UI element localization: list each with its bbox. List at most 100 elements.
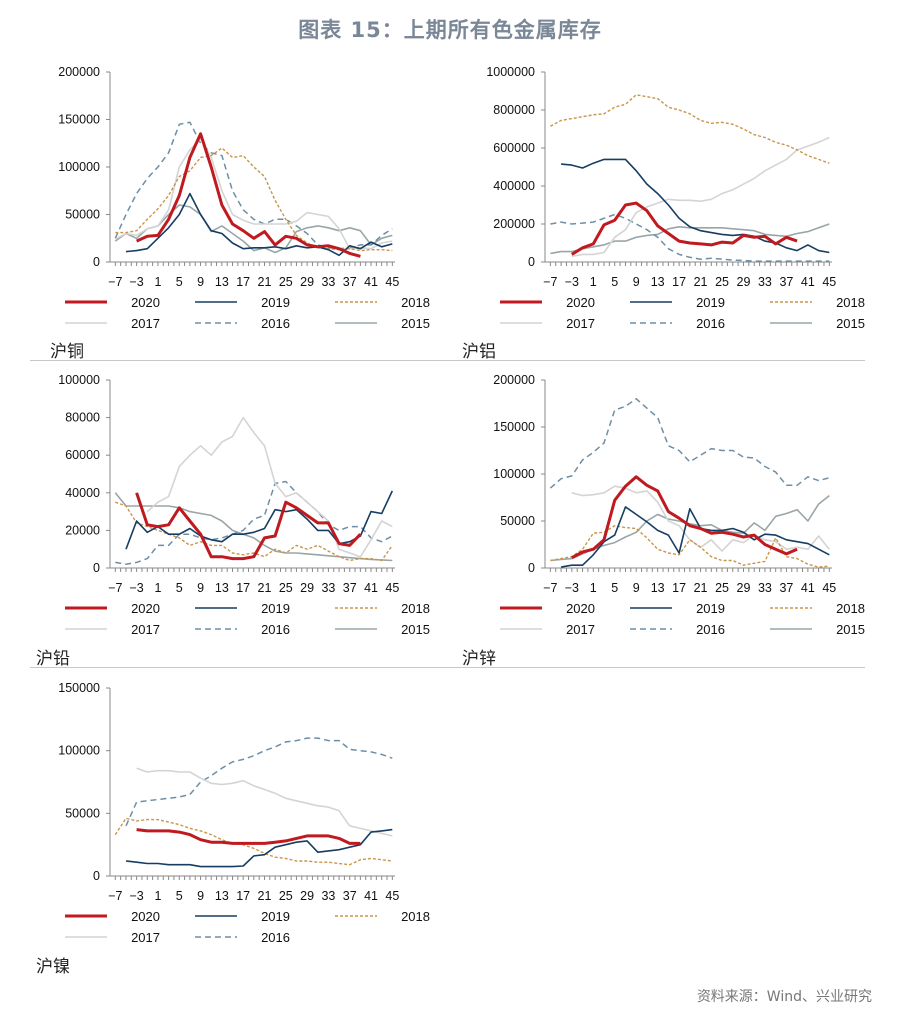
x-tick-label: 13	[215, 889, 229, 903]
legend-label-2016: 2016	[261, 930, 290, 945]
x-tick-label: 9	[633, 581, 640, 595]
x-tick-label: 21	[694, 581, 708, 595]
series-line-2018	[550, 94, 830, 164]
x-tick-label: 5	[176, 581, 183, 595]
series-line-2019	[561, 158, 830, 254]
x-tick-label: 37	[779, 275, 793, 289]
x-tick-label: 33	[758, 275, 772, 289]
separator-1	[30, 360, 865, 361]
series-line-2020	[136, 828, 361, 845]
series-line-2016	[549, 398, 830, 489]
x-tick-label: −7	[108, 581, 122, 595]
legend-label-2015: 2015	[401, 622, 430, 637]
series-line-2016	[125, 737, 393, 827]
legend-label-2016: 2016	[261, 316, 290, 331]
series-line-2020	[135, 492, 362, 561]
series-line-2017	[114, 137, 393, 250]
legend-label-2020: 2020	[566, 295, 595, 310]
x-tick-label: −7	[108, 275, 122, 289]
x-tick-label: 45	[385, 581, 399, 595]
legend-label-2018: 2018	[401, 909, 430, 924]
x-tick-label: 17	[672, 275, 686, 289]
y-tick-label: 0	[93, 255, 100, 269]
chart-lead: 0 20000 40000 60000 80000 100000 −7 −3 1 5 9 13 17 21…	[0, 368, 440, 668]
y-tick-label: 100000	[58, 373, 100, 387]
x-tick-label: 41	[364, 581, 378, 595]
caption-copper: 沪铜	[50, 342, 84, 362]
x-tick-label: 37	[343, 889, 357, 903]
series-line-2015	[550, 223, 830, 255]
x-tick-label: 17	[672, 581, 686, 595]
legend-label-2019: 2019	[261, 909, 290, 924]
x-tick-label: 1	[590, 275, 597, 289]
x-tick-label: 45	[822, 581, 836, 595]
x-tick-label: 21	[258, 581, 272, 595]
legend-label-2020: 2020	[131, 909, 160, 924]
x-tick-label: 45	[385, 889, 399, 903]
y-tick-label: 0	[93, 869, 100, 883]
y-tick-label: 60000	[65, 448, 100, 462]
x-tick-label: 37	[343, 581, 357, 595]
chart-nickel-svg: 0 50000 100000 150000 −7 −3 1 5 9 13 17 21 25 29 33 37 4…	[58, 681, 430, 945]
series-line-2017	[571, 136, 830, 258]
series-line-2018	[115, 501, 393, 562]
y-tick-label: 150000	[58, 681, 100, 695]
y-tick-label: 1000000	[486, 65, 535, 79]
y-tick-label: 200000	[493, 217, 535, 231]
y-tick-label: 0	[528, 561, 535, 575]
x-tick-label: 21	[258, 275, 272, 289]
x-tick-label: 37	[779, 581, 793, 595]
y-tick-label: 200000	[58, 65, 100, 79]
x-tick-label: 1	[154, 581, 161, 595]
x-tick-label: 5	[176, 889, 183, 903]
x-tick-label: 41	[801, 275, 815, 289]
legend-label-2020: 2020	[131, 295, 160, 310]
x-tick-label: 21	[258, 889, 272, 903]
legend-label-2017: 2017	[566, 622, 595, 637]
x-tick-label: 33	[758, 581, 772, 595]
x-tick-label: 17	[236, 889, 250, 903]
x-tick-label: 41	[364, 275, 378, 289]
x-tick-label: 5	[611, 581, 618, 595]
legend-label-2018: 2018	[401, 295, 430, 310]
legend-label-2020: 2020	[131, 601, 160, 616]
x-tick-label: 25	[279, 889, 293, 903]
series-line-2018	[115, 147, 393, 252]
legend-label-2016: 2016	[696, 316, 725, 331]
x-tick-label: 13	[215, 581, 229, 595]
series-line-2020	[135, 132, 361, 258]
x-tick-label: 5	[611, 275, 618, 289]
chart-lead-svg: 0 20000 40000 60000 80000 100000 −7 −3 1 5 9 13 17 21…	[58, 373, 430, 637]
series-line-2017	[146, 416, 393, 558]
caption-aluminum: 沪铝	[462, 342, 496, 362]
x-tick-label: 13	[651, 581, 665, 595]
series-line-2019	[125, 192, 393, 257]
x-tick-label: 25	[715, 581, 729, 595]
y-tick-label: 50000	[500, 514, 535, 528]
legend-label-2019: 2019	[696, 601, 725, 616]
caption-nickel: 沪镍	[36, 957, 70, 977]
x-tick-label: 29	[300, 581, 314, 595]
y-tick-label: 100000	[58, 160, 100, 174]
legend-label-2019: 2019	[261, 601, 290, 616]
chart-zinc: 0 50000 100000 150000 200000 −7 −3 1 5 9 13 17 21 25 2…	[450, 368, 890, 668]
y-tick-label: 80000	[65, 411, 100, 425]
x-tick-label: 41	[364, 889, 378, 903]
x-tick-label: 29	[737, 275, 751, 289]
x-tick-label: 45	[385, 275, 399, 289]
x-tick-label: 5	[176, 275, 183, 289]
x-tick-label: 21	[694, 275, 708, 289]
series-line-2015	[114, 204, 393, 254]
x-tick-label: −3	[130, 275, 144, 289]
series-line-2017	[136, 767, 393, 837]
x-tick-label: 13	[215, 275, 229, 289]
x-tick-label: 1	[154, 275, 161, 289]
x-tick-label: 9	[197, 889, 204, 903]
x-tick-label: 17	[236, 581, 250, 595]
legend-label-2016: 2016	[261, 622, 290, 637]
x-tick-label: 1	[154, 889, 161, 903]
y-tick-label: 400000	[493, 179, 535, 193]
y-tick-label: 100000	[493, 467, 535, 481]
x-tick-label: −3	[565, 275, 579, 289]
